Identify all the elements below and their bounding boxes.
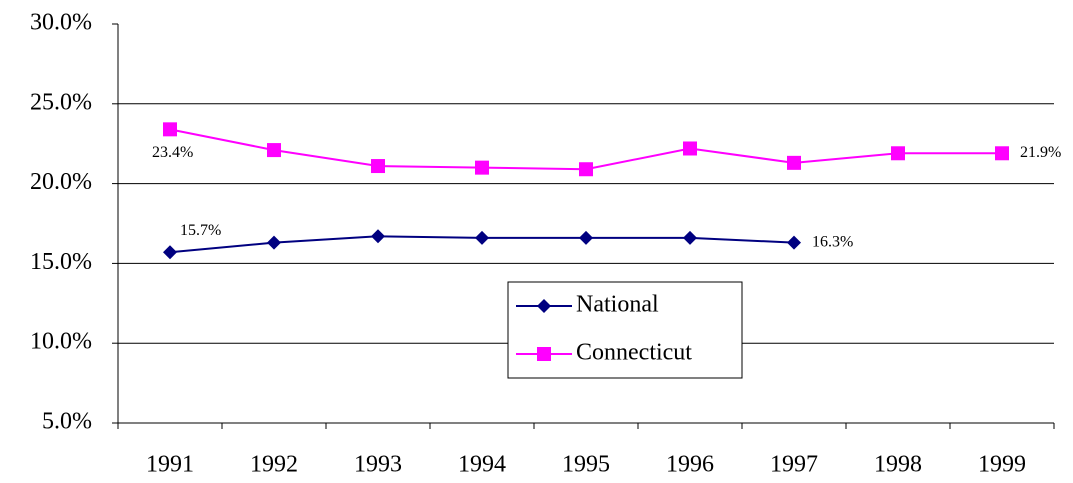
marker	[891, 146, 905, 161]
marker	[163, 122, 177, 137]
y-tick-label: 5.0%	[42, 409, 92, 435]
x-tick-label: 1997	[770, 452, 818, 478]
marker	[371, 229, 385, 244]
data-label: 16.3%	[812, 233, 853, 250]
y-tick-label: 10.0%	[30, 329, 92, 355]
x-tick-label: 1991	[146, 452, 194, 478]
data-label: 21.9%	[1020, 144, 1061, 161]
marker	[163, 245, 177, 260]
legend-label: National	[576, 292, 659, 318]
legend-label: Connecticut	[576, 340, 692, 366]
marker	[787, 235, 801, 250]
marker	[579, 162, 593, 177]
marker	[579, 230, 593, 245]
data-label: 23.4%	[152, 144, 193, 161]
marker	[371, 159, 385, 174]
legend: National Connecticut	[507, 281, 743, 379]
marker	[537, 347, 551, 361]
y-tick-label: 15.0%	[30, 249, 92, 275]
marker	[475, 160, 489, 175]
x-tick-label: 1995	[562, 452, 610, 478]
marker	[475, 230, 489, 245]
y-tick-label: 20.0%	[30, 169, 92, 195]
marker	[537, 299, 551, 313]
x-tick-label: 1993	[354, 452, 402, 478]
marker	[267, 143, 281, 158]
data-label: 15.7%	[180, 222, 221, 239]
x-tick-label: 1994	[458, 452, 506, 478]
y-tick-label: 25.0%	[30, 89, 92, 115]
y-tick-label: 30.0%	[30, 10, 92, 36]
x-tick-label: 1998	[874, 452, 922, 478]
legend-box	[507, 281, 743, 379]
marker	[683, 230, 697, 245]
x-tick-label: 1999	[978, 452, 1026, 478]
marker	[683, 141, 697, 156]
x-tick-label: 1992	[250, 452, 298, 478]
marker	[267, 235, 281, 250]
marker	[787, 155, 801, 170]
marker	[995, 146, 1009, 161]
x-tick-label: 1996	[666, 452, 714, 478]
